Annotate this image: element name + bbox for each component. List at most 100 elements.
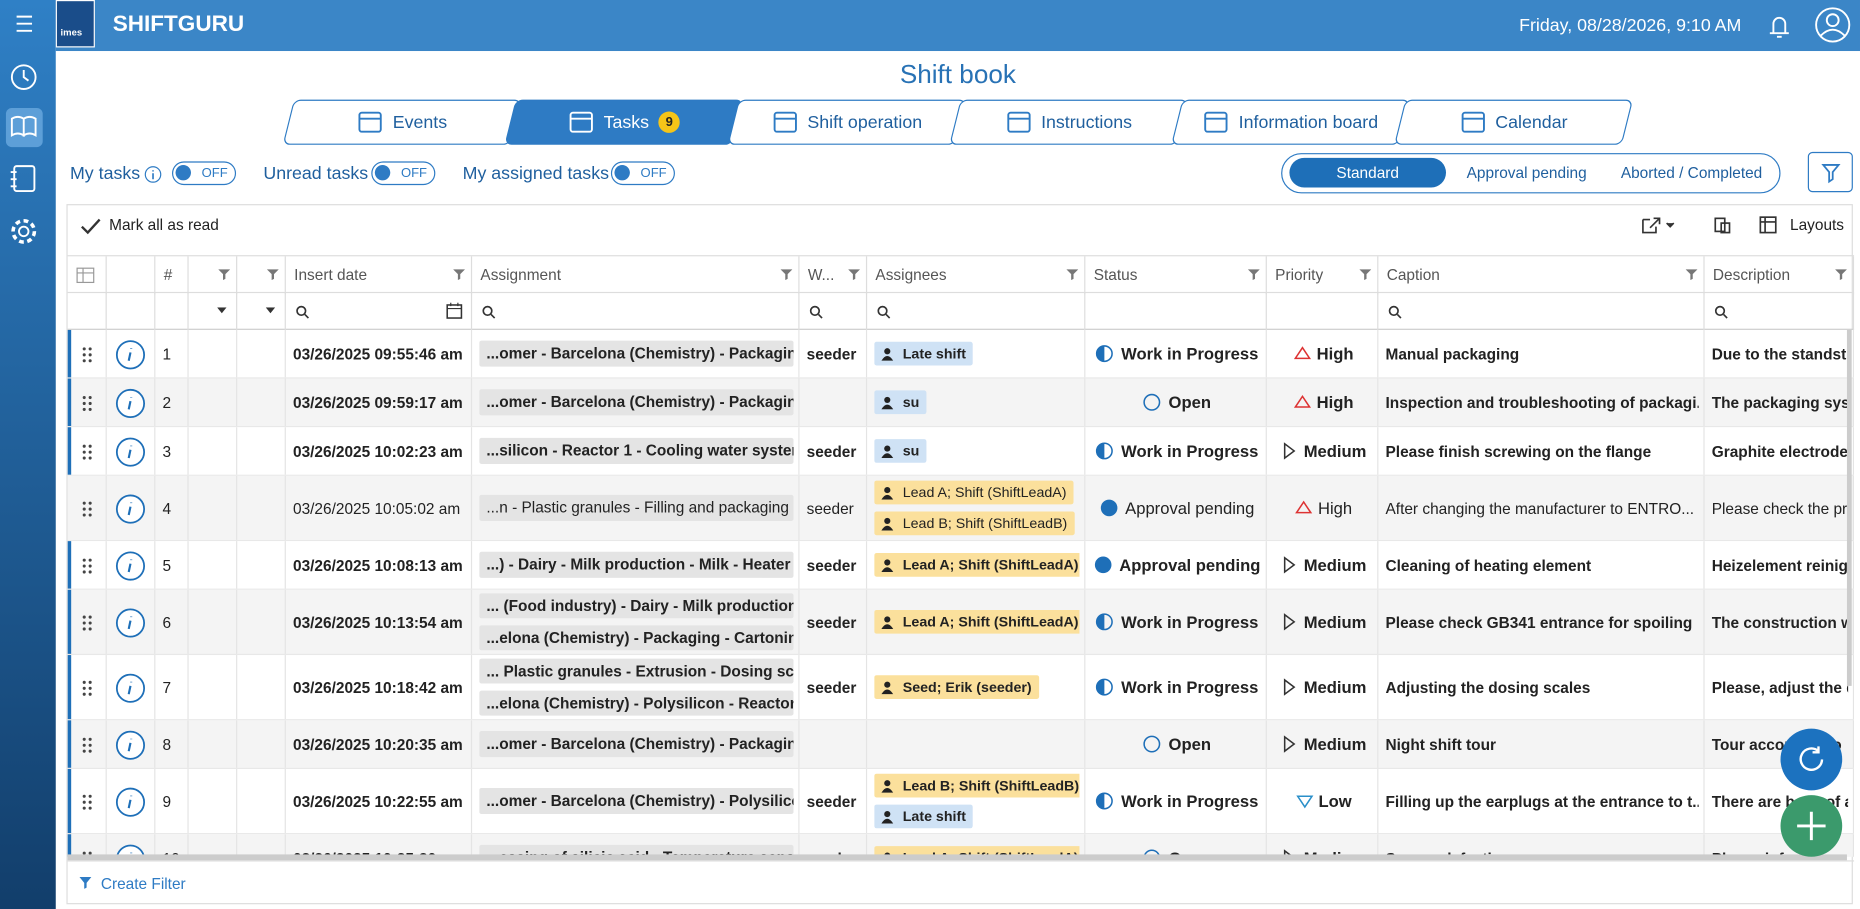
create-filter[interactable]: Create Filter xyxy=(100,874,186,893)
cell-border xyxy=(1703,589,1705,654)
task-row[interactable]: 3 03/26/2025 10:02:23 am ...silicon - Reac… xyxy=(67,427,1855,476)
dropdown-arrow[interactable] xyxy=(265,307,276,314)
task-row[interactable]: 8 03/26/2025 10:20:35 am ...omer - Barcelo… xyxy=(67,720,1855,769)
task-row[interactable]: 9 03/26/2025 10:22:55 am ...omer - Barcelo… xyxy=(67,768,1855,835)
status-cell: Work in Progress xyxy=(1093,769,1261,833)
header-icons[interactable] xyxy=(1764,7,1859,45)
cell-border xyxy=(154,541,156,589)
task-row[interactable]: 2 03/26/2025 09:59:17 am ...omer - Barcelo… xyxy=(67,378,1855,428)
drag-handle[interactable] xyxy=(82,736,94,753)
view-mode[interactable]: Standard xyxy=(1289,157,1447,188)
column-filter-icon[interactable] xyxy=(453,268,465,281)
task-row[interactable]: 5 03/26/2025 10:08:13 am ...) - Dairy - Mi… xyxy=(67,541,1855,590)
tab[interactable]: Instructions xyxy=(949,99,1189,145)
column-filter-icon[interactable] xyxy=(1835,268,1847,281)
column-header: # xyxy=(155,256,189,295)
w-value: seeder xyxy=(806,442,857,460)
drag-handle[interactable] xyxy=(82,500,94,517)
column-filter-icon[interactable] xyxy=(218,268,231,281)
tab-label: Events xyxy=(392,112,448,133)
column-filter-icon[interactable] xyxy=(266,268,279,281)
drag-handle[interactable] xyxy=(82,679,94,696)
assignment-chip: ...silicon - Reactor 1 - Cooling water s… xyxy=(479,437,794,464)
column-filter-icon[interactable] xyxy=(1066,268,1079,281)
drag-handle[interactable] xyxy=(82,793,94,810)
tab[interactable]: Events xyxy=(282,99,522,145)
info-button[interactable] xyxy=(115,729,146,760)
status: Open xyxy=(1169,848,1211,856)
info-icon[interactable] xyxy=(144,165,163,184)
drag-handle[interactable] xyxy=(82,443,94,460)
toggle[interactable]: OFF xyxy=(610,161,675,186)
toolbar-icons[interactable] xyxy=(1639,212,1781,238)
task-row[interactable]: 6 03/26/2025 10:13:54 am ... (Food industr… xyxy=(67,589,1855,656)
row-number: 8 xyxy=(162,735,172,753)
layouts[interactable]: Layouts xyxy=(1790,215,1845,234)
caption-cell: Filling up the earplugs at the entrance … xyxy=(1386,769,1699,833)
cell-border xyxy=(1377,541,1379,589)
calendar-icon[interactable] xyxy=(446,302,463,320)
info-button[interactable] xyxy=(115,550,146,581)
assignee-name: su xyxy=(902,442,920,460)
drag-handle[interactable] xyxy=(82,850,94,857)
dropdown-arrow[interactable] xyxy=(217,307,227,314)
cell-border xyxy=(1265,427,1267,475)
cell-border xyxy=(798,378,800,427)
w-cell: seeder xyxy=(807,590,862,654)
fab-buttons[interactable] xyxy=(1779,726,1845,859)
drag-handle[interactable] xyxy=(82,614,94,631)
info-button[interactable] xyxy=(115,786,146,817)
caption: Adjusting the dosing scales xyxy=(1385,678,1591,696)
task-row[interactable]: 7 03/26/2025 10:18:42 am ... Plastic granu… xyxy=(67,655,1855,721)
cell-border xyxy=(284,655,286,720)
filter-button[interactable] xyxy=(1807,151,1853,193)
toggle[interactable]: OFF xyxy=(371,161,436,186)
row-number: 3 xyxy=(162,442,172,460)
cell-border xyxy=(284,427,286,475)
column-filter-icon[interactable] xyxy=(1685,268,1698,281)
w-value: seeder xyxy=(807,849,862,857)
cell-border xyxy=(236,768,238,834)
tab[interactable]: Calendar xyxy=(1394,99,1634,145)
info-button[interactable] xyxy=(115,436,146,467)
cell-border xyxy=(1852,329,1855,378)
column-filter-icon[interactable] xyxy=(848,268,861,281)
cell-border xyxy=(1703,541,1705,589)
info-button[interactable] xyxy=(115,339,146,370)
tab[interactable]: Shift operation xyxy=(727,99,967,145)
task-row[interactable]: 10 03/26/2025 10:25:30 am ...essing of sil… xyxy=(67,834,1855,857)
task-row[interactable]: 4 03/26/2025 10:05:02 am ...n - Plastic gr… xyxy=(67,475,1855,542)
caption: Night shift tour xyxy=(1385,735,1497,753)
w-value: seeder xyxy=(806,344,857,363)
drag-handle[interactable] xyxy=(82,346,94,363)
cell-border xyxy=(1084,427,1086,475)
assignment-cell: ...essing of silicic acid - Temperature … xyxy=(479,834,794,857)
cell-border xyxy=(1084,329,1086,378)
view-mode[interactable]: Approval pending xyxy=(1466,163,1587,182)
tab[interactable]: Tasks 9 xyxy=(504,99,744,145)
toggle[interactable]: OFF xyxy=(172,161,237,186)
drag-handle[interactable] xyxy=(82,557,94,574)
cell-border xyxy=(105,475,107,540)
assignee-icon xyxy=(881,444,894,458)
info-button[interactable] xyxy=(115,843,146,857)
search-icon xyxy=(296,305,310,319)
info-button[interactable] xyxy=(115,387,146,418)
assignee-chip: su xyxy=(874,390,927,415)
tab[interactable]: Information board xyxy=(1171,99,1411,145)
drag-handle[interactable] xyxy=(82,395,94,412)
column-filter-icon[interactable] xyxy=(1359,268,1372,281)
info-button[interactable] xyxy=(115,607,146,638)
column-chooser[interactable] xyxy=(75,266,99,285)
mark-all-read[interactable]: Mark all as read xyxy=(109,215,219,234)
assignment-cell: ...omer - Barcelona (Chemistry) - Polysi… xyxy=(479,769,794,833)
info-button[interactable] xyxy=(115,672,146,703)
column-filter-icon[interactable] xyxy=(780,268,793,281)
view-mode[interactable]: Aborted / Completed xyxy=(1620,163,1763,182)
assignment-chip: ...) - Dairy - Milk production - Milk - … xyxy=(479,551,794,578)
assignee-name: Lead B; Shift (ShiftLeadB) xyxy=(902,777,1080,794)
info-button[interactable] xyxy=(115,493,146,524)
column-filter-icon[interactable] xyxy=(1247,268,1260,281)
task-row[interactable]: 1 03/26/2025 09:55:46 am ...omer - Barcelo… xyxy=(67,329,1855,379)
tab-content: Calendar xyxy=(1401,101,1626,144)
